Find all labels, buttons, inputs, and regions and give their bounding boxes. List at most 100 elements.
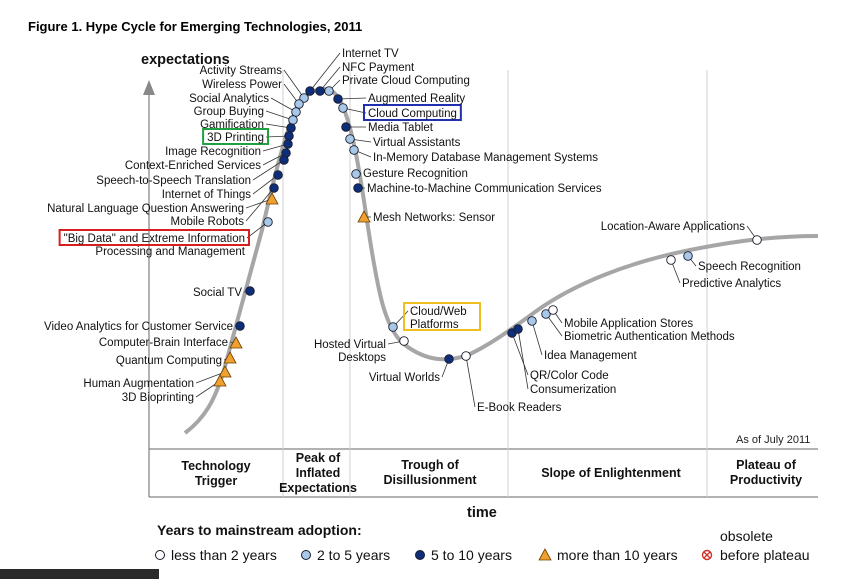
- tech-label-augmented-reality: Augmented Reality: [368, 93, 465, 105]
- legend-item-2-symbol: [301, 550, 311, 560]
- tech-label-e-book-readers: E-Book Readers: [477, 402, 562, 414]
- highlight-boxes: [58, 104, 481, 331]
- hype-curve: [183, 87, 819, 435]
- cloud-web-marker: [388, 322, 398, 332]
- bottom-strip: [0, 569, 159, 579]
- activity-streams-marker: [299, 93, 309, 103]
- legend-item-3-label: 5 to 10 years: [431, 547, 512, 563]
- gamification-marker: [286, 123, 296, 133]
- tech-label-big-data-and-extreme-information-line2: Processing and Management: [95, 246, 245, 258]
- figure-title: Figure 1. Hype Cycle for Emerging Techno…: [28, 19, 362, 34]
- virtual-assistants-marker: [345, 134, 355, 144]
- leader-activity-streams: [283, 69, 305, 99]
- tech-label-internet-of-things: Internet of Things: [162, 189, 252, 201]
- tech-label-computer-brain-interface: Computer-Brain Interface: [99, 337, 228, 349]
- augmented-reality-marker: [333, 94, 343, 104]
- tech-label-nfc-payment: NFC Payment: [342, 62, 415, 74]
- tech-label-social-analytics: Social Analytics: [189, 93, 269, 105]
- tech-label-activity-streams: Activity Streams: [200, 65, 283, 77]
- computer-brain-interface-marker: [229, 336, 243, 349]
- natural-language-question-answering-marker: [265, 192, 279, 205]
- phase-label-3: Disillusionment: [383, 473, 477, 487]
- tech-label-hosted-virtual-line2: Desktops: [338, 352, 386, 364]
- nfc-payment-marker: [315, 86, 325, 96]
- big-data-and-extreme-information-marker: [263, 217, 273, 227]
- phase-label-5: Productivity: [730, 473, 802, 487]
- phase-label-4: Slope of Enlightenment: [541, 466, 681, 480]
- tech-label-big-data-and-extreme-information: "Big Data" and Extreme Information: [64, 233, 245, 245]
- phase-label-3: Trough of: [401, 458, 459, 472]
- legend-item-1-label: less than 2 years: [171, 547, 277, 563]
- tech-label-location-aware-applications: Location-Aware Applications: [601, 221, 746, 233]
- virtual-worlds-marker: [444, 354, 454, 364]
- phase-label-2: Inflated: [296, 466, 340, 480]
- media-tablet-marker: [341, 122, 351, 132]
- tech-label-image-recognition: Image Recognition: [165, 146, 261, 158]
- legend-item-5-label: obsolete: [720, 528, 773, 544]
- 3d-printing-marker: [284, 131, 294, 141]
- as-of-date: As of July 2011: [736, 434, 810, 446]
- legend: Years to mainstream adoption: less than 2…: [155, 522, 810, 563]
- phase-label-1: Technology: [181, 459, 250, 473]
- video-analytics-for-customer-service-marker: [235, 321, 245, 331]
- tech-label-3d-printing: 3D Printing: [207, 132, 264, 144]
- mesh-networks-sensor-marker: [357, 210, 371, 223]
- in-memory-database-management-systems-marker: [349, 145, 359, 155]
- highlight-box-blue: [363, 104, 462, 121]
- tech-label-wireless-power: Wireless Power: [202, 79, 282, 91]
- tech-label-qr-color-code: QR/Color Code: [530, 370, 609, 382]
- private-cloud-computing-marker: [324, 86, 334, 96]
- mobile-application-stores-marker: [548, 305, 558, 315]
- tech-label-mobile-application-stores: Mobile Application Stores: [564, 318, 693, 330]
- legend-item-1-symbol: [155, 550, 165, 560]
- quantum-computing-marker: [223, 351, 237, 364]
- image-recognition-marker: [283, 139, 293, 149]
- tech-label-group-buying: Group Buying: [194, 106, 264, 118]
- legend-item-4-label: more than 10 years: [557, 547, 678, 563]
- leader-speech-to-speech-translation: [252, 159, 285, 181]
- legend-title: Years to mainstream adoption:: [157, 522, 362, 538]
- speech-to-speech-translation-marker: [279, 155, 289, 165]
- tech-label-mobile-robots: Mobile Robots: [170, 216, 244, 228]
- gesture-recognition-marker: [351, 169, 361, 179]
- leader-e-book-readers: [465, 355, 476, 408]
- tech-label-cloud-web-line2: Platforms: [410, 319, 459, 331]
- hosted-virtual-marker: [399, 336, 409, 346]
- consumerization-marker: [513, 324, 523, 334]
- phase-label-1: Trigger: [195, 474, 238, 488]
- legend-item-5-label-line2: before plateau: [720, 547, 810, 563]
- e-book-readers-marker: [461, 351, 471, 361]
- legend-item-5-symbol-cross: [703, 551, 711, 559]
- 3d-bioprinting-marker: [213, 374, 227, 387]
- social-analytics-marker: [291, 107, 301, 117]
- y-axis-label: expectations: [141, 52, 230, 68]
- phase-label-5: Plateau of: [736, 458, 797, 472]
- tech-label-internet-tv: Internet TV: [342, 48, 399, 60]
- leader-consumerization: [517, 328, 529, 390]
- tech-label-cloud-computing: Cloud Computing: [368, 108, 457, 120]
- idea-management-marker: [527, 316, 537, 326]
- leader-internet-of-things: [252, 174, 279, 195]
- tech-label-machine-to-machine-communication-services: Machine-to-Machine Communication Service…: [367, 183, 602, 195]
- tech-label-gesture-recognition: Gesture Recognition: [363, 168, 468, 180]
- legend-item-4-symbol: [538, 548, 552, 561]
- legend-item-3-symbol: [415, 550, 425, 560]
- tech-label-social-tv: Social TV: [193, 287, 242, 299]
- highlight-box-green: [202, 128, 269, 145]
- tech-label-cloud-web: Cloud/Web: [410, 306, 467, 318]
- social-tv-marker: [245, 286, 255, 296]
- tech-label-3d-bioprinting: 3D Bioprinting: [122, 392, 194, 404]
- tech-label-speech-to-speech-translation: Speech-to-Speech Translation: [96, 175, 251, 187]
- tech-label-human-augmentation: Human Augmentation: [83, 378, 194, 390]
- highlight-box-red: [58, 229, 250, 246]
- wireless-power-marker: [294, 99, 304, 109]
- leader-idea-management: [531, 320, 543, 356]
- tech-label-private-cloud-computing: Private Cloud Computing: [342, 75, 470, 87]
- predictive-analytics-marker: [666, 255, 676, 265]
- leader-qr-color-code: [511, 332, 529, 376]
- cloud-computing-marker: [338, 103, 348, 113]
- group-buying-marker: [288, 115, 298, 125]
